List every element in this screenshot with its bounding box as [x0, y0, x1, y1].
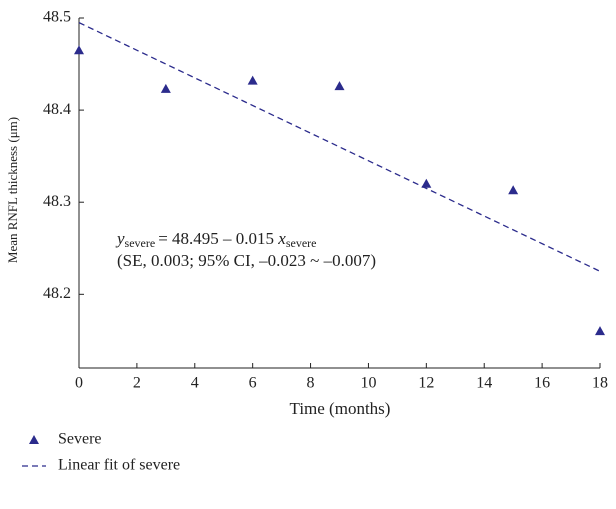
y-axis-label: Mean RNFL thickness (μm): [5, 117, 20, 263]
annotation-x: x: [277, 229, 286, 248]
x-tick-label: 18: [592, 375, 608, 392]
legend-swatch: [29, 435, 39, 444]
y-tick-label: 48.5: [43, 9, 71, 26]
point: [74, 45, 84, 55]
x-tick-label: 14: [476, 375, 492, 392]
x-tick-label: 4: [191, 375, 199, 392]
x-tick-label: 16: [534, 375, 550, 392]
point: [247, 75, 258, 85]
point: [160, 83, 171, 93]
x-tick-label: 12: [418, 375, 434, 392]
legend-label: Severe: [58, 431, 102, 448]
annotation-y: y: [115, 229, 125, 248]
x-tick-label: 10: [360, 375, 376, 392]
y-tick-label: 48.3: [43, 193, 71, 210]
point: [508, 185, 519, 195]
x-tick-label: 6: [249, 375, 257, 392]
y-tick-label: 48.4: [43, 101, 71, 118]
annotation: ysevere = 48.495 – 0.015 xsevere: [115, 229, 317, 250]
x-axis-label: Time (months): [290, 399, 391, 418]
annotation-y-sub: severe: [125, 236, 156, 250]
annotation-eq: = 48.495 – 0.015: [158, 229, 278, 248]
legend-label: Linear fit of severe: [58, 457, 180, 474]
x-tick-label: 0: [75, 375, 83, 392]
y-tick-label: 48.2: [43, 285, 71, 302]
annotation-x-sub: severe: [286, 236, 317, 250]
x-tick-label: 2: [133, 375, 141, 392]
x-tick-label: 8: [307, 375, 315, 392]
fit-line: [78, 22, 601, 272]
point: [595, 326, 605, 336]
point: [334, 81, 345, 91]
point: [421, 178, 432, 188]
annotation-line: (SE, 0.003; 95% CI, –0.023 ~ –0.007): [117, 251, 376, 270]
